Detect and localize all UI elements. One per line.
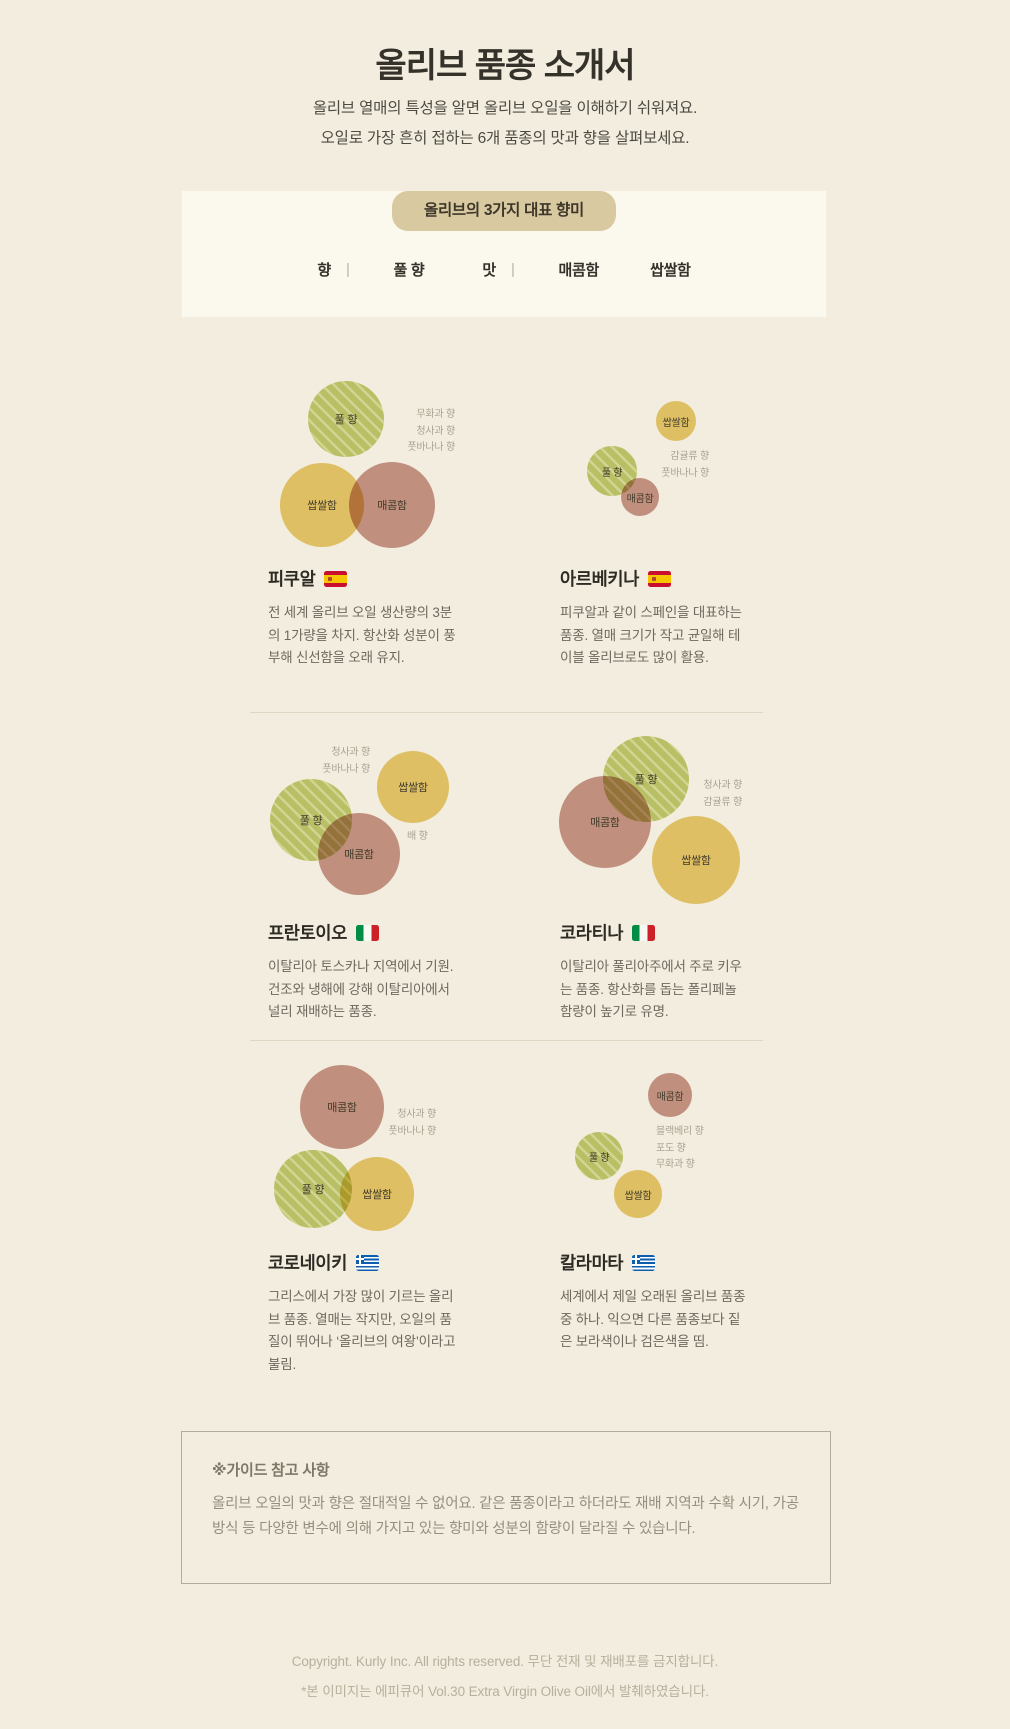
spicy-flavor-circle: 매콤함 [621,478,659,516]
variety-name-text: 칼라마타 [560,1253,624,1273]
legend-separator: | [510,260,515,278]
italy-flag-icon [356,924,379,941]
flavor-circle-label: 쌉쌀함 [398,782,428,794]
flavor-circle-label: 매콤함 [656,1091,684,1103]
variety-name-text: 프란토이오 [268,923,347,943]
flavor-circle-label: 쌉쌀함 [662,417,690,429]
variety-name: 코로네이키 [268,1250,460,1275]
spicy-flavor-circle: 매콤함 [648,1073,692,1117]
flavor-circle-label: 쌉쌀함 [362,1189,392,1201]
variety-name-text: 피쿠알 [268,569,316,589]
flavor-circle-label: 풀 향 [588,1152,610,1164]
variety-description: 전 세계 올리브 오일 생산량의 3분의 1가량을 차지. 항산화 성분이 풍부… [268,605,456,665]
variety-card-picual: 피쿠알 전 세계 올리브 오일 생산량의 3분의 1가량을 차지. 항산화 성분… [268,566,460,670]
bitter-flavor-circle: 쌉쌀함 [377,751,449,823]
flavor-circle-label: 쌉쌀함 [624,1190,652,1202]
variety-name-text: 코로네이키 [268,1253,347,1273]
legend-taste-label: 맛 [482,261,496,279]
grass-flavor-circle: 풀 향 [575,1132,623,1180]
variety-card-koroneiki: 코로네이키 그리스에서 가장 많이 기르는 올리브 품종. 열매는 작지만, 오… [268,1250,460,1376]
page-subtitle-line1: 올리브 열매의 특성을 알면 올리브 오일을 이해하기 쉬워져요. [312,100,698,117]
bitter-flavor-circle: 쌉쌀함 [652,816,740,904]
variety-card-arbequina: 아르베키나 피쿠알과 같이 스페인을 대표하는 품종. 열매 크기가 작고 균일… [560,566,752,670]
variety-name: 칼라마타 [560,1250,752,1275]
grass-flavor-circle: 풀 향 [270,779,352,861]
flavor-circle-label: 풀 향 [334,414,358,426]
legend-row: 향 | 풀 향 맛 | 매콤함 쌉쌀함 [182,253,826,285]
grass-flavor-circle: 풀 향 [603,736,689,822]
spicy-flavor-circle: 매콤함 [559,776,651,868]
flavor-circle-label: 매콤함 [327,1102,357,1114]
variety-name: 코라티나 [560,920,752,945]
variety-description: 세계에서 제일 오래된 올리브 품종 중 하나. 익으면 다른 품종보다 짙은 … [560,1289,746,1349]
aroma-note: 청사과 향 감귤류 향 [703,780,742,808]
bitter-swatch-icon [621,260,640,279]
flavor-circle-label: 쌉쌀함 [307,500,337,512]
bitter-flavor-circle: 쌉쌀함 [656,401,696,441]
aroma-note: 무화과 향 청사과 향 풋바나나 향 [407,409,455,453]
spain-flag-icon [324,570,348,587]
flavor-circle-label: 풀 향 [601,467,623,479]
flavor-circle-label: 쌉쌀함 [681,855,711,867]
variety-description: 그리스에서 가장 많이 기르는 올리브 품종. 열매는 작지만, 오일의 품질이… [268,1289,456,1372]
spicy-flavor-circle: 매콤함 [349,462,435,548]
guide-notice-title: ※가이드 참고 사항 [212,1462,330,1479]
aroma-note: 청사과 향 풋바나나 향 [322,747,370,775]
spain-flag-icon [648,570,671,587]
flavor-circle-label: 풀 향 [301,1184,325,1196]
aroma-note: 블랙베리 향 포도 향 무화과 향 [656,1126,704,1170]
flavor-circle-label: 풀 향 [634,774,658,786]
spicy-flavor-circle: 매콤함 [300,1065,384,1149]
variety-name-text: 아르베키나 [560,569,639,589]
legend-separator: | [345,260,350,278]
flavor-circle-label: 매콤함 [344,849,374,861]
aroma-note: 배 향 [407,831,428,842]
bitter-flavor-circle: 쌉쌀함 [340,1157,414,1231]
spicy-swatch-icon [530,260,549,279]
aroma-note: 청사과 향 풋바나나 향 [388,1109,436,1137]
variety-name: 프란토이오 [268,920,460,945]
row-divider [250,1040,763,1041]
variety-card-coratina: 코라티나 이탈리아 풀리아주에서 주로 키우는 품종. 항산화를 돕는 폴리페놀… [560,920,752,1024]
guide-notice-box: ※가이드 참고 사항 올리브 오일의 맛과 향은 절대적일 수 없어요. 같은 … [181,1431,831,1584]
legend-scent-label: 향 [317,261,331,279]
legend-box: 올리브의 3가지 대표 향미 향 | 풀 향 맛 | 매콤함 쌉쌀함 [182,191,826,317]
flavor-circle-label: 매콤함 [626,493,654,505]
guide-notice-body: 올리브 오일의 맛과 향은 절대적일 수 없어요. 같은 품종이라고 하더라도 … [212,1496,799,1537]
row-divider [250,712,763,713]
page-title: 올리브 품종 소개서 [375,47,635,85]
grass-swatch-icon [365,260,384,279]
legend-spicy-label: 매콤함 [558,261,600,279]
grass-flavor-circle: 풀 향 [274,1150,352,1228]
greece-flag-icon [356,1254,379,1271]
bitter-flavor-circle: 쌉쌀함 [614,1170,662,1218]
variety-name: 아르베키나 [560,566,752,591]
copyright-line: Copyright. Kurly Inc. All rights reserve… [291,1654,719,1669]
image-source-line: *본 이미지는 에피큐어 Vol.30 Extra Virgin Olive O… [301,1684,709,1699]
legend-bitter-label: 쌉쌀함 [650,261,691,279]
flavor-circle-label: 매콤함 [377,500,407,512]
variety-description: 이탈리아 풀리아주에서 주로 키우는 품종. 항산화를 돕는 폴리페놀 함량이 … [560,959,742,1019]
variety-card-frantoio: 프란토이오 이탈리아 토스카나 지역에서 기원. 건조와 냉해에 강해 이탈리아… [268,920,460,1024]
spicy-flavor-circle: 매콤함 [318,813,400,895]
aroma-note: 감귤류 향 풋바나나 향 [661,451,709,479]
legend-tab-title: 올리브의 3가지 대표 향미 [392,191,616,231]
grass-flavor-circle: 풀 향 [587,446,637,496]
grass-flavor-circle: 풀 향 [308,381,384,457]
legend-grass-label: 풀 향 [393,261,425,279]
page-subtitle-line2: 오일로 가장 흔히 접하는 6개 품종의 맛과 향을 살펴보세요. [320,130,690,147]
flavor-circle-label: 풀 향 [299,815,323,827]
greece-flag-icon [632,1254,656,1271]
flavor-circle-label: 매콤함 [590,817,620,829]
variety-name: 피쿠알 [268,566,460,591]
variety-name-text: 코라티나 [560,923,624,943]
variety-description: 피쿠알과 같이 스페인을 대표하는 품종. 열매 크기가 작고 균일해 테이블 … [560,605,742,665]
variety-description: 이탈리아 토스카나 지역에서 기원. 건조와 냉해에 강해 이탈리아에서 널리 … [268,959,454,1019]
variety-card-kalamata: 칼라마타 세계에서 제일 오래된 올리브 품종 중 하나. 익으면 다른 품종보… [560,1250,752,1354]
italy-flag-icon [632,924,656,941]
bitter-flavor-circle: 쌉쌀함 [280,463,364,547]
